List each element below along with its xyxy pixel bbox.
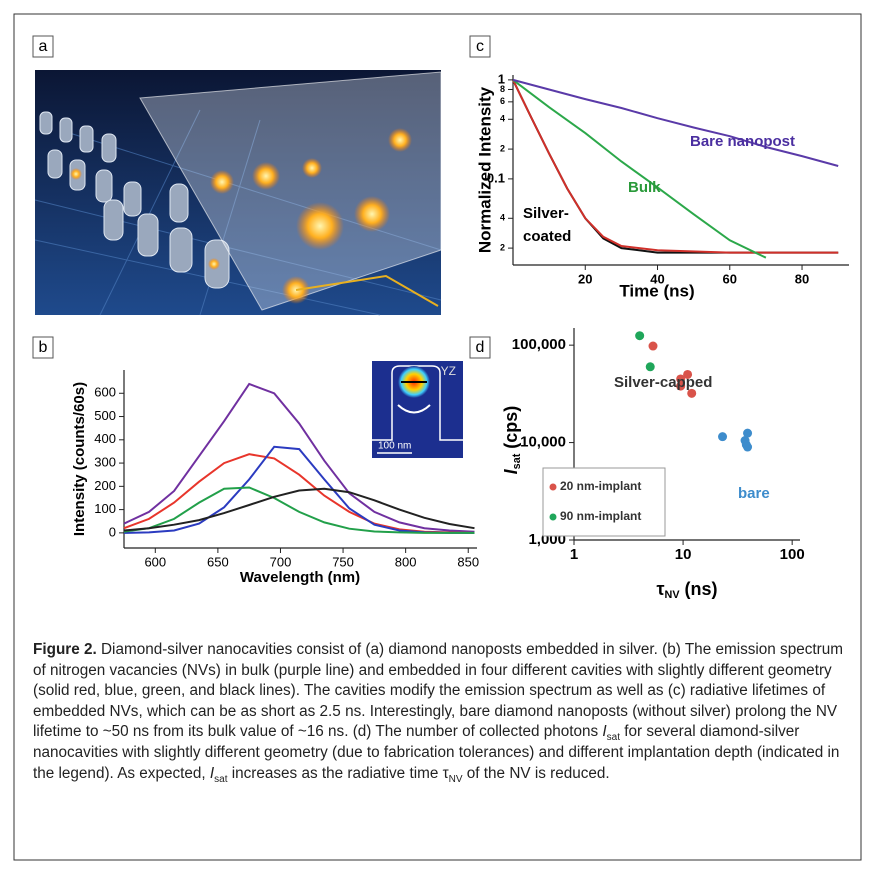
- y-tick-label: 0: [109, 524, 116, 539]
- y-tick-label: 400: [94, 431, 116, 446]
- y-tick-label: 100: [94, 501, 116, 516]
- scatter-point: [676, 374, 686, 384]
- panel-label: a: [39, 38, 48, 55]
- x-tick-label: 40: [650, 271, 664, 286]
- x-tick-label: 20: [578, 271, 592, 286]
- axis-label: Normalized Intensity: [475, 86, 494, 253]
- x-tick-label: 1: [570, 546, 578, 563]
- y-tick-label: 6: [500, 96, 505, 106]
- x-tick-label: 800: [395, 554, 417, 569]
- y-tick-label: 200: [94, 478, 116, 493]
- caption-text: for several diamond-silver nanocavities …: [33, 723, 840, 782]
- axis-unit: (ns): [685, 579, 718, 599]
- series-line: [512, 79, 839, 254]
- axis-symbol: I: [501, 468, 521, 474]
- caption-text: Diamond-silver nanocavities consist of (…: [33, 641, 843, 741]
- caption-text: of the NV is reduced.: [462, 764, 610, 782]
- figure-frame: [13, 13, 862, 861]
- y-tick-label: 1: [498, 71, 505, 86]
- series-line: [512, 79, 839, 254]
- y-tick-label: 100,000: [512, 336, 566, 353]
- panel-label-box: [469, 336, 491, 359]
- axis-unit: (cps): [501, 406, 521, 449]
- panel-label: d: [476, 339, 485, 356]
- panel-label-box: [32, 35, 54, 58]
- panel-label: c: [476, 38, 484, 55]
- caption-subscript: NV: [448, 773, 463, 785]
- panel-label: b: [39, 339, 48, 356]
- scatter-point: [743, 442, 753, 452]
- x-tick-label: 850: [457, 554, 479, 569]
- annotation: Silver-capped: [614, 374, 712, 391]
- axis-label: Intensity (counts/60s): [71, 382, 88, 536]
- y-tick-label: 2: [500, 143, 505, 153]
- legend-swatch: [549, 513, 557, 521]
- caption-subscript: sat: [606, 732, 620, 744]
- y-tick-label: 600: [94, 385, 116, 400]
- series-line: [123, 453, 475, 534]
- scatter-point: [676, 381, 686, 391]
- y-tick-label: 4: [500, 114, 505, 124]
- y-tick-label: 300: [94, 455, 116, 470]
- scatter-point: [743, 428, 753, 438]
- caption: Figure 2. Diamond-silver nanocavities co…: [33, 640, 845, 784]
- axis-label: Isat (cps): [501, 406, 523, 475]
- axis-subscript: sat: [511, 453, 523, 469]
- x-tick-label: 60: [723, 271, 737, 286]
- caption-symbol: I: [602, 723, 607, 741]
- y-tick-label: 4: [500, 213, 505, 223]
- x-tick-label: 100: [780, 546, 805, 563]
- y-tick-label: 10,000: [520, 434, 566, 451]
- inset-label: YZ: [441, 364, 456, 378]
- caption-symbol: I: [209, 764, 215, 782]
- x-tick-label: 650: [207, 554, 229, 569]
- caption-text: increases as the radiative time: [227, 764, 443, 782]
- x-tick-label: 80: [795, 271, 809, 286]
- illustration: [34, 70, 442, 316]
- x-tick-label: 600: [144, 554, 166, 569]
- scatter-point: [635, 331, 645, 341]
- axis-label: Time (ns): [619, 281, 694, 300]
- axis-label: τNV (ns): [656, 579, 717, 601]
- series-line: [512, 79, 767, 259]
- annotation: Silver-: [523, 205, 569, 222]
- scatter-point: [687, 388, 697, 398]
- y-tick-label: 8: [500, 84, 505, 94]
- legend-box: [542, 467, 666, 537]
- scatter-point: [645, 362, 655, 372]
- series-line: [512, 78, 839, 167]
- axis-label: Wavelength (nm): [240, 569, 360, 586]
- series-line: [123, 486, 475, 534]
- caption-subscript: sat: [214, 773, 228, 785]
- series-line: [123, 487, 475, 532]
- annotation: bare: [738, 485, 770, 502]
- scatter-point: [683, 369, 693, 379]
- y-tick-label: 2: [500, 242, 505, 252]
- legend-label: 20 nm-implant: [560, 479, 641, 493]
- panel-label-box: [469, 35, 491, 58]
- y-tick-label: 0.1: [487, 170, 505, 185]
- panel-label-box: [32, 336, 54, 359]
- annotation: Bulk: [628, 179, 661, 196]
- x-tick-label: 10: [675, 546, 692, 563]
- axis-subscript: NV: [665, 589, 681, 601]
- series-line: [123, 382, 475, 533]
- x-tick-label: 700: [270, 554, 292, 569]
- y-tick-label: 500: [94, 408, 116, 423]
- annotation: coated: [523, 228, 571, 245]
- axis-symbol: τ: [656, 579, 664, 599]
- annotation: Bare nanopost: [690, 133, 795, 150]
- scatter-point: [648, 341, 658, 351]
- legend-label: 90 nm-implant: [560, 509, 641, 523]
- x-tick-label: 750: [332, 554, 354, 569]
- caption-symbol: τ: [442, 764, 449, 782]
- legend-swatch: [549, 483, 557, 491]
- inset: [372, 361, 463, 458]
- caption-label: Figure 2.: [33, 641, 97, 658]
- inset-label: 100 nm: [378, 441, 411, 452]
- scatter-point: [718, 432, 728, 442]
